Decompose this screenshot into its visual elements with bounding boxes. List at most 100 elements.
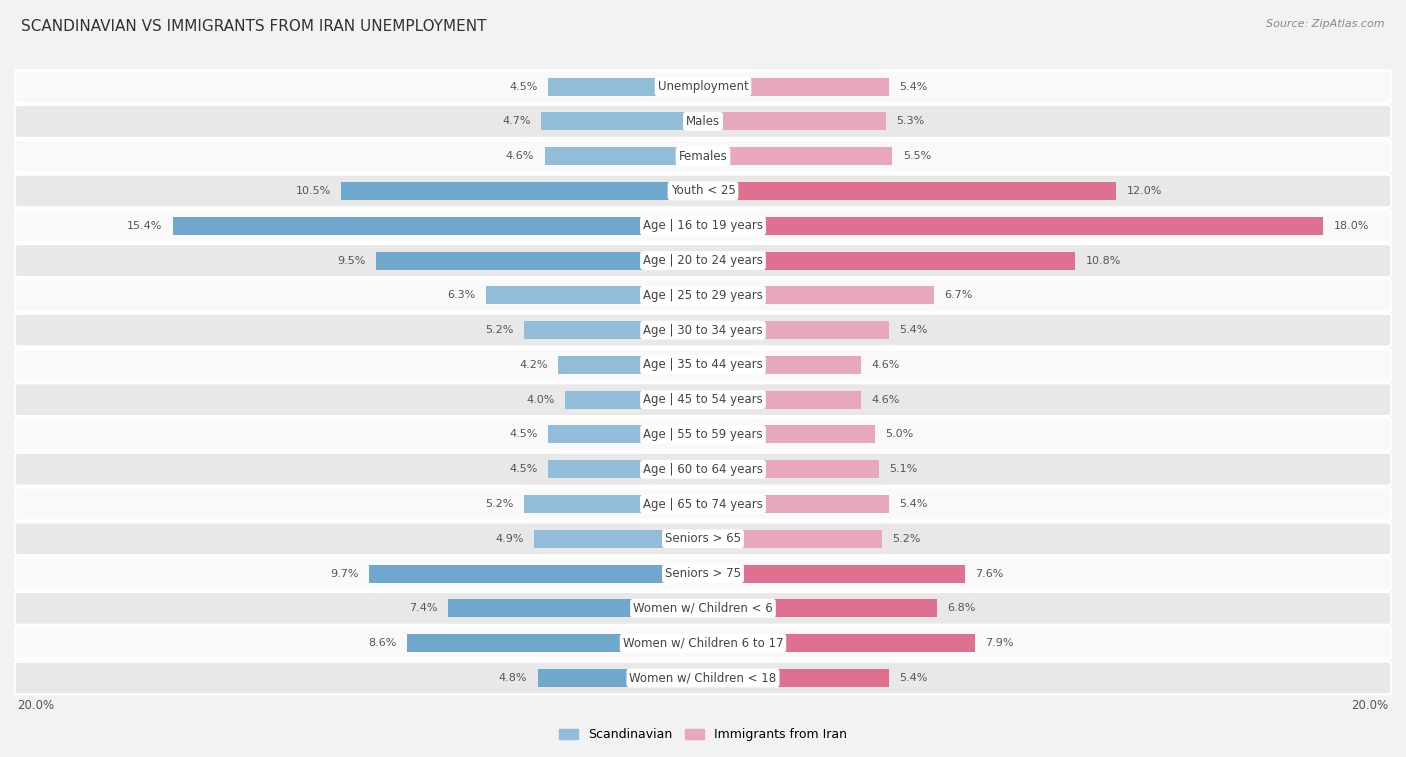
Text: 4.2%: 4.2%: [519, 360, 548, 370]
Text: 4.5%: 4.5%: [509, 429, 537, 440]
Bar: [342, 182, 703, 200]
Text: Age | 16 to 19 years: Age | 16 to 19 years: [643, 220, 763, 232]
FancyBboxPatch shape: [14, 70, 1392, 103]
Text: 15.4%: 15.4%: [127, 221, 162, 231]
Text: Age | 65 to 74 years: Age | 65 to 74 years: [643, 497, 763, 510]
Text: 4.8%: 4.8%: [499, 673, 527, 683]
Text: 10.5%: 10.5%: [295, 186, 330, 196]
Text: 4.9%: 4.9%: [495, 534, 524, 544]
Text: 4.5%: 4.5%: [509, 82, 537, 92]
Text: 6.8%: 6.8%: [948, 603, 976, 613]
Text: Age | 20 to 24 years: Age | 20 to 24 years: [643, 254, 763, 267]
Bar: [524, 321, 703, 339]
Bar: [703, 495, 889, 513]
Text: Males: Males: [686, 115, 720, 128]
FancyBboxPatch shape: [14, 557, 1392, 590]
Bar: [703, 251, 1076, 269]
Bar: [548, 78, 703, 95]
Text: 5.4%: 5.4%: [900, 499, 928, 509]
FancyBboxPatch shape: [14, 279, 1392, 312]
Text: 20.0%: 20.0%: [1351, 699, 1389, 712]
Bar: [368, 565, 703, 583]
Text: 9.5%: 9.5%: [337, 256, 366, 266]
Text: 6.3%: 6.3%: [447, 291, 475, 301]
Text: 5.0%: 5.0%: [886, 429, 914, 440]
Text: Women w/ Children < 18: Women w/ Children < 18: [630, 671, 776, 684]
Text: Females: Females: [679, 150, 727, 163]
Text: Age | 25 to 29 years: Age | 25 to 29 years: [643, 289, 763, 302]
FancyBboxPatch shape: [14, 662, 1392, 694]
Text: 4.6%: 4.6%: [506, 151, 534, 161]
Text: Age | 60 to 64 years: Age | 60 to 64 years: [643, 463, 763, 475]
Bar: [703, 425, 875, 444]
Bar: [703, 391, 862, 409]
Text: Age | 30 to 34 years: Age | 30 to 34 years: [643, 323, 763, 337]
FancyBboxPatch shape: [14, 313, 1392, 347]
Bar: [449, 600, 703, 618]
Bar: [703, 182, 1116, 200]
Text: 7.9%: 7.9%: [986, 638, 1014, 648]
Text: 9.7%: 9.7%: [330, 569, 359, 578]
Bar: [703, 634, 976, 653]
Bar: [486, 286, 703, 304]
Text: SCANDINAVIAN VS IMMIGRANTS FROM IRAN UNEMPLOYMENT: SCANDINAVIAN VS IMMIGRANTS FROM IRAN UNE…: [21, 19, 486, 34]
FancyBboxPatch shape: [14, 522, 1392, 555]
Text: 5.2%: 5.2%: [485, 499, 513, 509]
Text: 18.0%: 18.0%: [1333, 221, 1369, 231]
Bar: [703, 356, 862, 374]
FancyBboxPatch shape: [14, 210, 1392, 242]
FancyBboxPatch shape: [14, 453, 1392, 485]
Bar: [565, 391, 703, 409]
Bar: [548, 425, 703, 444]
FancyBboxPatch shape: [14, 140, 1392, 173]
Text: 4.7%: 4.7%: [502, 117, 531, 126]
Text: Women w/ Children < 6: Women w/ Children < 6: [633, 602, 773, 615]
Bar: [703, 217, 1323, 235]
Text: 4.5%: 4.5%: [509, 464, 537, 474]
Bar: [703, 112, 886, 130]
Text: 5.1%: 5.1%: [889, 464, 917, 474]
Text: 10.8%: 10.8%: [1085, 256, 1121, 266]
Text: 7.4%: 7.4%: [409, 603, 437, 613]
Text: 5.3%: 5.3%: [896, 117, 924, 126]
Bar: [703, 147, 893, 165]
Bar: [703, 78, 889, 95]
Text: 4.6%: 4.6%: [872, 360, 900, 370]
Text: Age | 45 to 54 years: Age | 45 to 54 years: [643, 393, 763, 407]
Bar: [703, 460, 879, 478]
Bar: [703, 565, 965, 583]
FancyBboxPatch shape: [14, 488, 1392, 520]
Text: 4.6%: 4.6%: [872, 394, 900, 405]
Bar: [548, 460, 703, 478]
FancyBboxPatch shape: [14, 383, 1392, 416]
Text: Age | 35 to 44 years: Age | 35 to 44 years: [643, 358, 763, 372]
FancyBboxPatch shape: [14, 627, 1392, 659]
FancyBboxPatch shape: [14, 418, 1392, 451]
Text: 8.6%: 8.6%: [368, 638, 396, 648]
Bar: [558, 356, 703, 374]
Bar: [703, 321, 889, 339]
Text: 7.6%: 7.6%: [976, 569, 1004, 578]
Text: 5.5%: 5.5%: [903, 151, 931, 161]
Text: 5.4%: 5.4%: [900, 82, 928, 92]
Bar: [541, 112, 703, 130]
Text: Youth < 25: Youth < 25: [671, 185, 735, 198]
FancyBboxPatch shape: [14, 348, 1392, 382]
Bar: [703, 669, 889, 687]
FancyBboxPatch shape: [14, 245, 1392, 277]
Bar: [544, 147, 703, 165]
Text: 5.2%: 5.2%: [485, 325, 513, 335]
Text: 20.0%: 20.0%: [17, 699, 55, 712]
FancyBboxPatch shape: [14, 105, 1392, 138]
Legend: Scandinavian, Immigrants from Iran: Scandinavian, Immigrants from Iran: [554, 723, 852, 746]
Bar: [537, 669, 703, 687]
Bar: [703, 600, 938, 618]
FancyBboxPatch shape: [14, 175, 1392, 207]
Bar: [375, 251, 703, 269]
Text: 5.4%: 5.4%: [900, 325, 928, 335]
Text: Women w/ Children 6 to 17: Women w/ Children 6 to 17: [623, 637, 783, 650]
Text: Unemployment: Unemployment: [658, 80, 748, 93]
Text: 5.2%: 5.2%: [893, 534, 921, 544]
Text: 6.7%: 6.7%: [945, 291, 973, 301]
Text: 4.0%: 4.0%: [526, 394, 555, 405]
